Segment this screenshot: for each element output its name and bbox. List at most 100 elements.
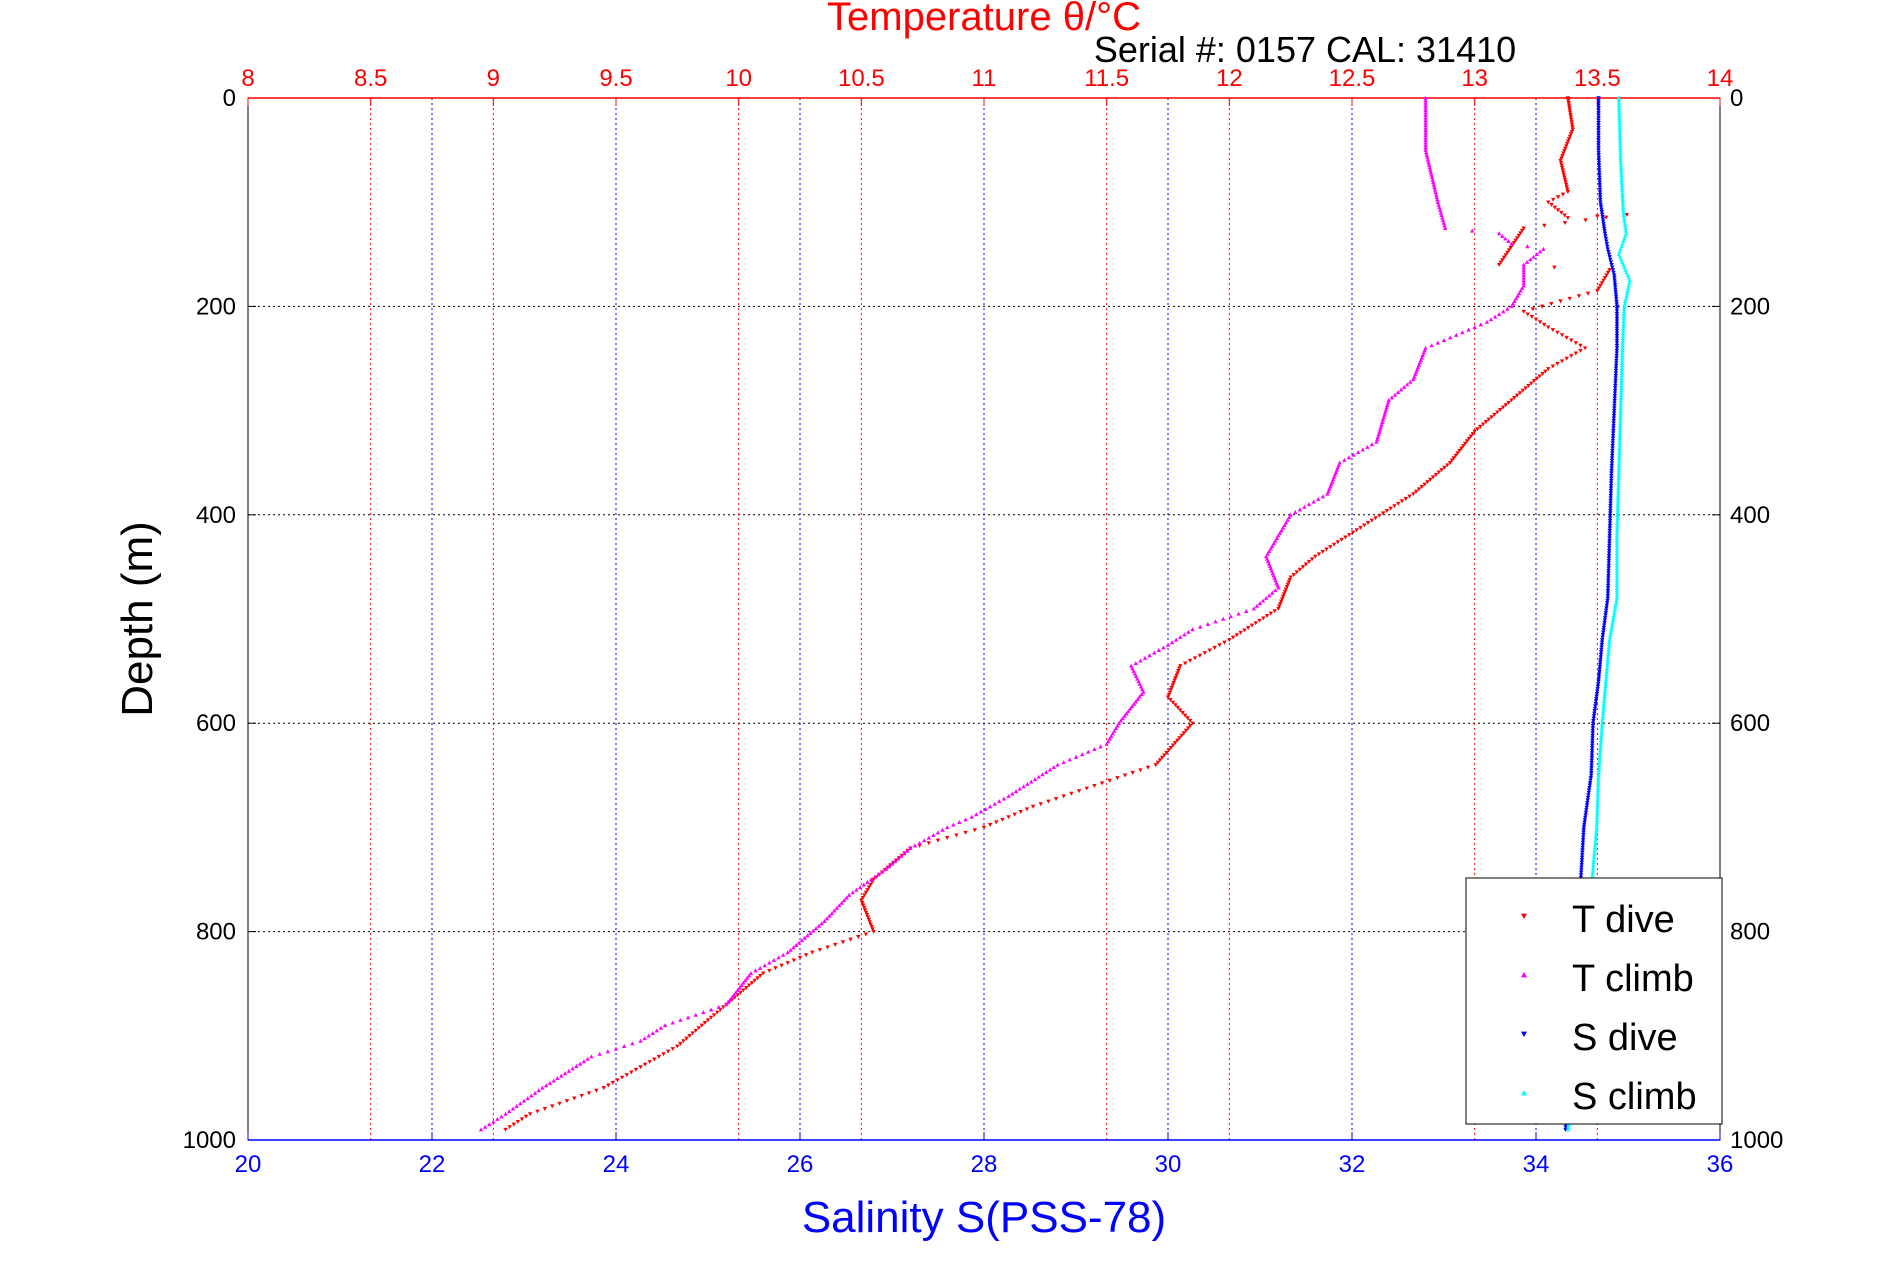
data-point bbox=[1182, 661, 1188, 666]
data-point bbox=[1106, 739, 1111, 744]
data-point bbox=[1602, 694, 1607, 698]
data-point bbox=[1597, 168, 1602, 173]
data-point bbox=[1618, 150, 1623, 155]
data-point bbox=[1288, 575, 1293, 580]
data-point bbox=[1525, 244, 1530, 249]
data-point bbox=[1560, 153, 1565, 158]
data-point bbox=[1612, 401, 1617, 406]
data-point bbox=[1603, 686, 1608, 691]
data-point bbox=[1217, 643, 1222, 648]
data-point bbox=[1175, 671, 1180, 676]
data-point bbox=[741, 988, 746, 993]
data-point bbox=[1183, 728, 1189, 733]
data-point bbox=[1497, 231, 1502, 236]
data-point bbox=[1514, 393, 1520, 398]
data-point bbox=[525, 1096, 530, 1101]
data-point bbox=[1561, 173, 1567, 178]
data-point bbox=[1185, 716, 1190, 721]
data-point bbox=[1497, 408, 1503, 412]
data-point bbox=[638, 1038, 643, 1043]
data-point bbox=[1432, 187, 1438, 192]
data-point bbox=[1369, 442, 1375, 447]
data-point bbox=[1592, 842, 1598, 847]
data-point bbox=[1618, 405, 1623, 410]
data-point bbox=[1335, 540, 1341, 545]
data-point bbox=[1597, 672, 1602, 677]
data-point bbox=[1605, 593, 1611, 598]
data-point bbox=[1175, 705, 1181, 710]
data-point bbox=[1616, 95, 1621, 100]
data-point bbox=[1604, 674, 1609, 679]
data-point bbox=[1607, 541, 1612, 546]
data-point bbox=[1602, 620, 1607, 625]
data-point bbox=[681, 1039, 686, 1044]
data-point bbox=[1600, 721, 1605, 725]
data-point bbox=[840, 940, 846, 945]
data-point bbox=[1079, 752, 1085, 757]
data-point bbox=[658, 1025, 664, 1030]
data-point bbox=[1047, 767, 1053, 772]
data-point bbox=[1590, 736, 1595, 741]
data-point bbox=[1602, 226, 1607, 231]
data-point bbox=[1166, 748, 1171, 753]
data-point bbox=[1320, 494, 1326, 499]
data-point bbox=[1626, 283, 1631, 288]
data-point bbox=[1403, 497, 1408, 501]
data-point bbox=[1375, 434, 1381, 439]
data-point bbox=[1602, 689, 1608, 694]
data-point bbox=[687, 1034, 692, 1038]
data-point bbox=[1596, 140, 1601, 145]
data-point bbox=[1614, 321, 1620, 326]
data-point bbox=[1588, 778, 1593, 783]
x-bottom-tick-label: 24 bbox=[603, 1151, 630, 1178]
data-point bbox=[1287, 577, 1292, 582]
data-point bbox=[1597, 755, 1602, 760]
data-point bbox=[862, 908, 868, 913]
data-point bbox=[1581, 828, 1586, 833]
data-point bbox=[601, 1086, 606, 1091]
data-point bbox=[1616, 475, 1621, 480]
data-point bbox=[1110, 731, 1115, 736]
data-point bbox=[1162, 753, 1167, 758]
data-point bbox=[1599, 642, 1605, 647]
data-point bbox=[1620, 205, 1626, 210]
data-point bbox=[647, 1060, 652, 1065]
data-point bbox=[1596, 150, 1601, 155]
data-point bbox=[839, 900, 844, 905]
data-point bbox=[1596, 118, 1601, 123]
data-point bbox=[1376, 432, 1381, 437]
data-point bbox=[1596, 765, 1602, 770]
data-point bbox=[1599, 281, 1605, 286]
data-point bbox=[951, 822, 956, 827]
data-point bbox=[1365, 521, 1371, 526]
data-point bbox=[1612, 398, 1617, 403]
data-point bbox=[892, 859, 898, 864]
data-point bbox=[1518, 231, 1523, 236]
data-point bbox=[1069, 791, 1074, 796]
data-point bbox=[1286, 580, 1291, 585]
data-point bbox=[1614, 346, 1620, 351]
data-point bbox=[1608, 486, 1614, 491]
data-point bbox=[1509, 398, 1514, 403]
data-point bbox=[1461, 444, 1466, 449]
data-point bbox=[1620, 190, 1625, 195]
data-point bbox=[1596, 768, 1602, 773]
data-point bbox=[1435, 200, 1441, 204]
data-point bbox=[1609, 627, 1614, 632]
data-point bbox=[1595, 795, 1600, 800]
data-point bbox=[1614, 578, 1620, 583]
data-point bbox=[1582, 818, 1588, 823]
grid bbox=[248, 98, 1720, 1140]
data-point bbox=[1092, 783, 1097, 788]
data-point bbox=[1611, 270, 1616, 275]
data-point bbox=[585, 1056, 590, 1061]
data-point bbox=[1596, 286, 1602, 291]
data-point bbox=[1591, 718, 1596, 723]
data-point bbox=[589, 1054, 594, 1059]
data-point bbox=[1440, 218, 1446, 223]
data-point bbox=[1430, 180, 1436, 185]
data-point bbox=[1562, 177, 1568, 182]
data-point bbox=[1562, 149, 1567, 154]
data-point bbox=[1425, 480, 1430, 485]
data-point bbox=[1618, 400, 1624, 405]
